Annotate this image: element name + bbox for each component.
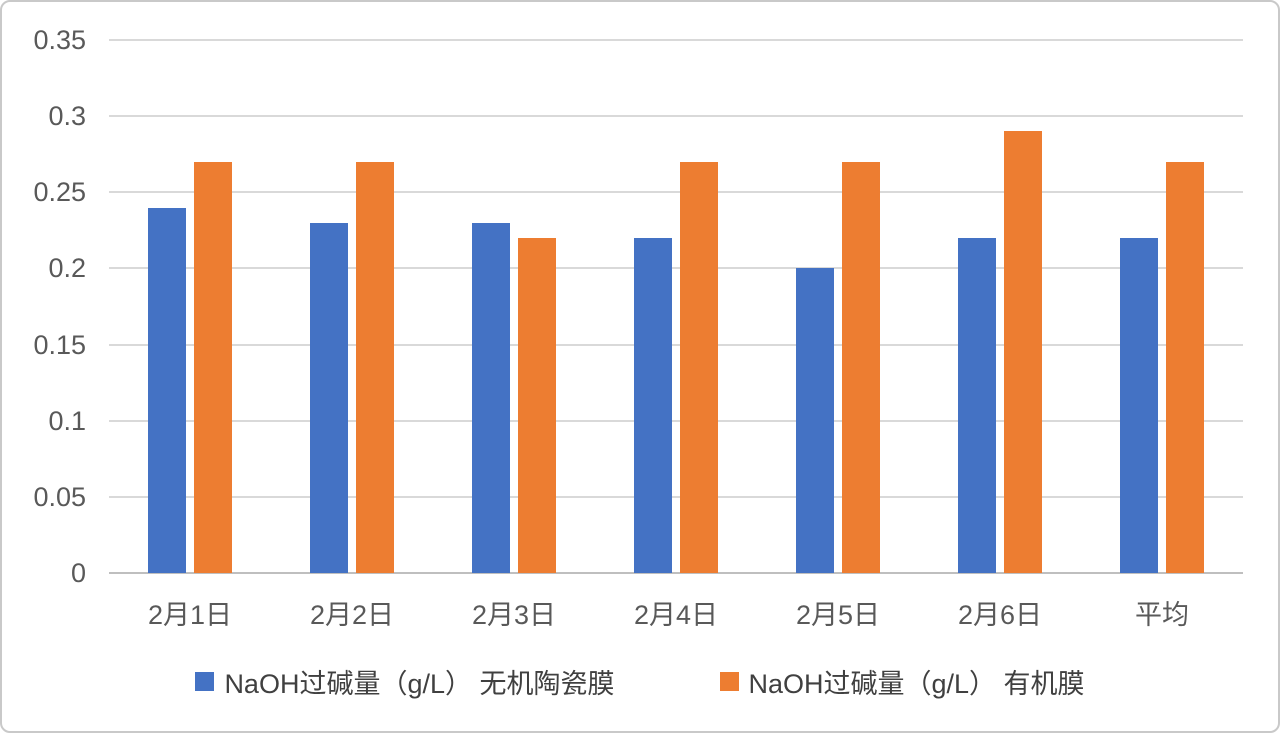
gridline: [109, 39, 1243, 41]
bar-series-1-cat-0: [194, 161, 232, 573]
x-axis-category-label: 2月1日: [147, 600, 233, 630]
bar-series-0-cat-3: [634, 237, 672, 573]
gridline: [109, 343, 1243, 346]
legend-item-1: NaOH过碱量（g/L） 有机膜: [719, 662, 1085, 701]
legend-label: NaOH过碱量（g/L） 无机陶瓷膜: [224, 669, 615, 699]
legend-label: NaOH过碱量（g/L） 有机膜: [748, 669, 1085, 699]
gridline: [109, 495, 1243, 498]
x-axis-category-label: 2月4日: [633, 600, 719, 630]
gridline: [109, 267, 1243, 270]
bar-series-1-cat-3: [680, 161, 718, 573]
x-axis-category-label: 2月5日: [795, 600, 881, 630]
bar-series-1-cat-2: [518, 237, 556, 573]
y-axis-tick-label: 0.15: [33, 329, 86, 360]
y-axis-tick-label: 0.3: [48, 101, 86, 132]
gridline: [109, 419, 1243, 422]
x-axis-category-label: 2月2日: [309, 600, 395, 630]
bar-series-0-cat-1: [310, 222, 348, 573]
x-axis-line: [109, 572, 1243, 574]
y-axis-tick-label: 0.05: [33, 481, 86, 512]
gridline: [109, 191, 1243, 194]
bar-series-1-cat-1: [356, 161, 394, 573]
bar-series-1-cat-6: [1166, 161, 1204, 573]
y-axis-tick-label: 0.2: [48, 253, 86, 284]
bar-series-0-cat-4: [796, 268, 834, 573]
bar-series-0-cat-2: [472, 222, 510, 573]
y-axis-tick-label: 0.35: [33, 25, 86, 55]
y-axis-tick-label: 0: [70, 558, 86, 588]
gridline: [109, 115, 1243, 118]
legend-swatch-icon: [719, 672, 739, 691]
y-axis-tick-label: 0.25: [33, 177, 86, 208]
bar-series-0-cat-6: [1120, 237, 1158, 573]
x-axis-category-label: 2月3日: [471, 600, 557, 630]
bar-series-0-cat-5: [958, 237, 996, 573]
legend-item-0: NaOH过碱量（g/L） 无机陶瓷膜: [195, 662, 615, 701]
x-axis-category-label: 2月6日: [957, 600, 1043, 630]
y-axis-tick-label: 0.1: [48, 405, 86, 436]
legend-swatch-icon: [195, 672, 215, 691]
chart-legend: NaOH过碱量（g/L） 无机陶瓷膜 NaOH过碱量（g/L） 有机膜: [2, 662, 1278, 701]
bar-series-1-cat-4: [842, 161, 880, 573]
bar-series-1-cat-5: [1004, 131, 1042, 573]
x-axis-category-label: 平均: [1135, 600, 1189, 630]
bar-series-0-cat-0: [148, 207, 186, 573]
